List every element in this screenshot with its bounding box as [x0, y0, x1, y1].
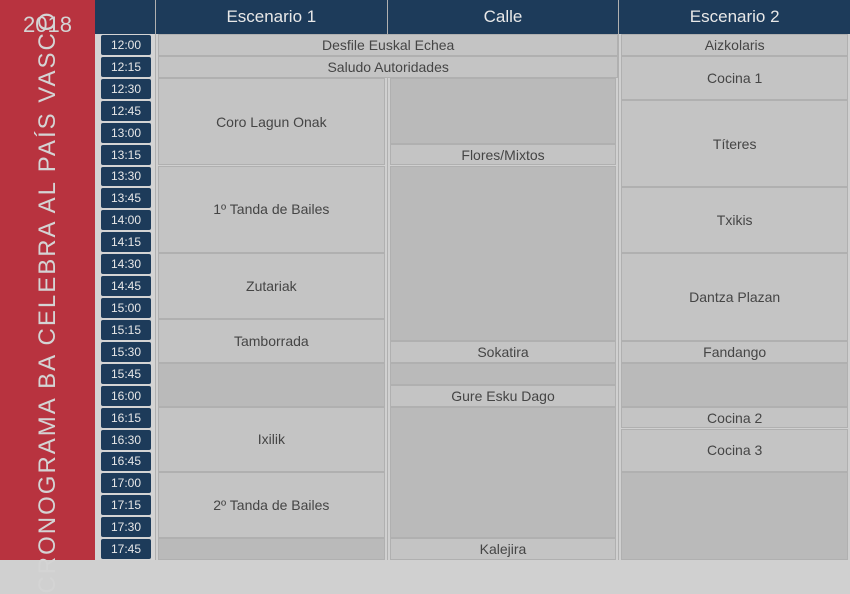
sidebar: 2018 CRONOGRAMA BA CELEBRA AL PAÍS VASCO — [0, 0, 95, 560]
sidebar-title: CRONOGRAMA BA CELEBRA AL PAÍS VASCO — [34, 11, 62, 594]
column-escenario-1: Desfile Euskal EcheaSaludo AutoridadesCo… — [155, 34, 387, 560]
empty-slot — [390, 363, 617, 385]
event-block: Zutariak — [158, 253, 385, 319]
time-slot: 16:15 — [101, 408, 151, 428]
empty-slot — [158, 363, 385, 407]
time-slot: 12:45 — [101, 101, 151, 121]
event-block: Aizkolaris — [621, 34, 848, 56]
time-slot: 13:45 — [101, 188, 151, 208]
event-block: Desfile Euskal Echea — [158, 34, 618, 56]
event-block: Sokatira — [390, 341, 617, 363]
event-block: Fandango — [621, 341, 848, 363]
event-block: Coro Lagun Onak — [158, 78, 385, 166]
time-slot: 16:45 — [101, 452, 151, 472]
time-slot: 15:45 — [101, 364, 151, 384]
header-row: Escenario 1 Calle Escenario 2 — [95, 0, 850, 34]
time-slot: 17:15 — [101, 495, 151, 515]
event-block: Flores/Mixtos — [390, 144, 617, 166]
empty-slot — [390, 166, 617, 341]
time-slot: 13:15 — [101, 145, 151, 165]
schedule-grid: Escenario 1 Calle Escenario 2 12:0012:15… — [95, 0, 850, 560]
schedule-container: 2018 CRONOGRAMA BA CELEBRA AL PAÍS VASCO… — [0, 0, 850, 560]
empty-slot — [621, 472, 848, 560]
event-block: Cocina 1 — [621, 56, 848, 100]
time-slot: 17:30 — [101, 517, 151, 537]
time-column: 12:0012:1512:3012:4513:0013:1513:3013:45… — [95, 34, 155, 560]
time-slot: 13:00 — [101, 123, 151, 143]
event-block: 2º Tanda de Bailes — [158, 472, 385, 538]
time-slot: 14:00 — [101, 210, 151, 230]
col-header-2: Calle — [387, 0, 619, 34]
time-slot: 15:15 — [101, 320, 151, 340]
column-escenario-2: AizkolarisCocina 1TíteresTxikisDantza Pl… — [618, 34, 850, 560]
time-header — [95, 0, 155, 34]
col-header-1: Escenario 1 — [155, 0, 387, 34]
event-block: Ixilik — [158, 407, 385, 473]
empty-slot — [158, 538, 385, 560]
time-slot: 12:00 — [101, 35, 151, 55]
time-slot: 12:30 — [101, 79, 151, 99]
event-block: Kalejira — [390, 538, 617, 560]
event-block: Cocina 3 — [621, 429, 848, 473]
time-slot: 12:15 — [101, 57, 151, 77]
event-block: Gure Esku Dago — [390, 385, 617, 407]
event-block: Txikis — [621, 187, 848, 253]
col-header-3: Escenario 2 — [618, 0, 850, 34]
time-slot: 16:00 — [101, 386, 151, 406]
time-slot: 15:00 — [101, 298, 151, 318]
column-calle: Flores/Mixtos Sokatira Gure Esku Dago Kalej… — [387, 34, 619, 560]
time-slot: 14:15 — [101, 232, 151, 252]
time-slot: 17:45 — [101, 539, 151, 559]
event-block: Cocina 2 — [621, 407, 848, 429]
event-block: Saludo Autoridades — [158, 56, 618, 78]
time-slot: 14:30 — [101, 254, 151, 274]
event-block: Dantza Plazan — [621, 253, 848, 341]
event-block: 1º Tanda de Bailes — [158, 166, 385, 254]
event-block: Títeres — [621, 100, 848, 188]
time-slot: 15:30 — [101, 342, 151, 362]
time-slot: 17:00 — [101, 473, 151, 493]
time-slot: 16:30 — [101, 430, 151, 450]
empty-slot — [390, 78, 617, 144]
time-slot: 14:45 — [101, 276, 151, 296]
empty-slot — [621, 363, 848, 407]
event-block: Tamborrada — [158, 319, 385, 363]
time-slot: 13:30 — [101, 167, 151, 187]
schedule-body: 12:0012:1512:3012:4513:0013:1513:3013:45… — [95, 34, 850, 560]
empty-slot — [390, 407, 617, 539]
